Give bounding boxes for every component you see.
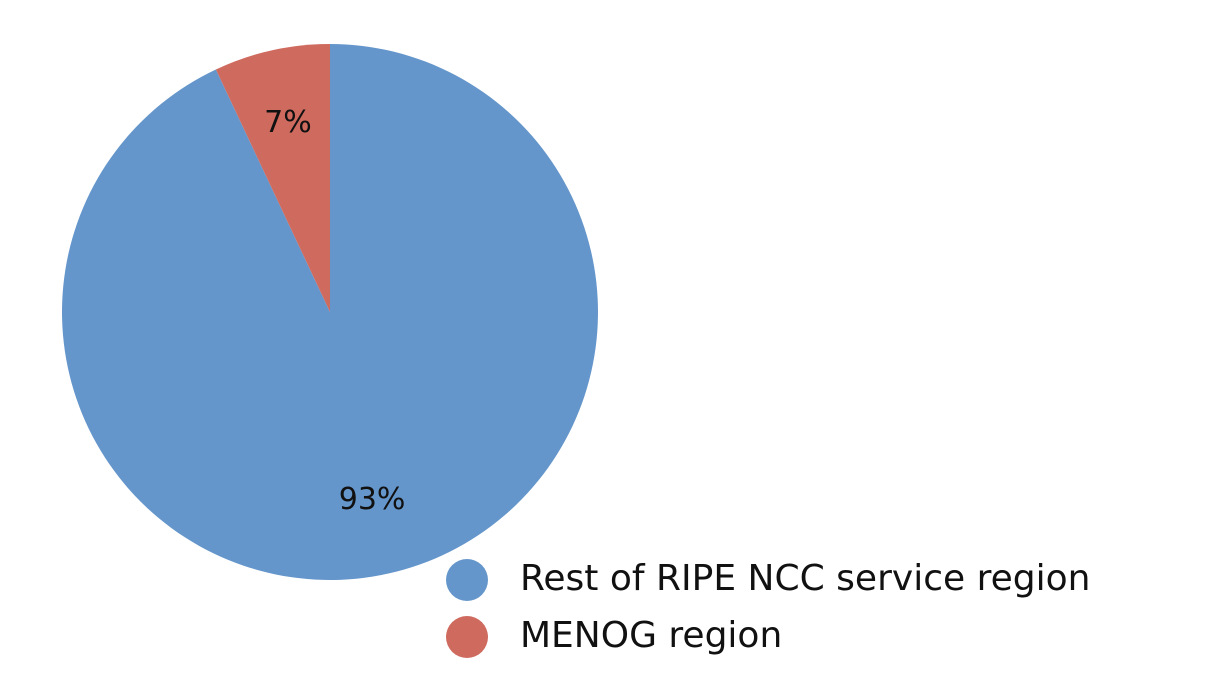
data-label: 7% xyxy=(264,105,312,140)
legend-label: Rest of RIPE NCC service region xyxy=(520,558,1090,599)
data-label: 93% xyxy=(339,482,406,517)
legend-label: MENOG region xyxy=(520,615,782,656)
legend-swatch xyxy=(446,616,488,658)
pie-slice xyxy=(61,44,598,580)
legend-swatch xyxy=(446,559,488,601)
pie-slice xyxy=(215,44,330,312)
